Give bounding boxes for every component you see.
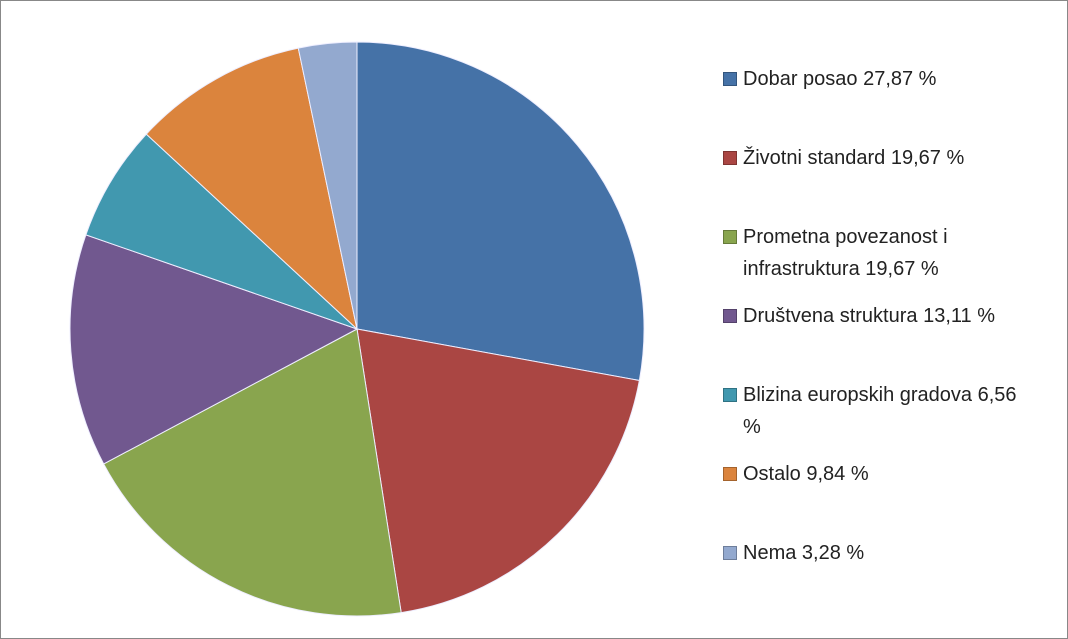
pie-slice [297, 41, 358, 330]
legend-label: Prometna povezanost i infrastruktura 19,… [743, 226, 948, 280]
pie-slice [145, 47, 358, 331]
legend-item: Blizina europskih gradova 6,56 % [723, 379, 1033, 443]
legend-item: Dobar posao 27,87 % [723, 63, 1033, 95]
legend-label: Blizina europskih gradova 6,56 % [743, 384, 1017, 438]
legend-swatch [723, 151, 737, 165]
legend-swatch [723, 230, 737, 244]
legend-item: Nema 3,28 % [723, 537, 1033, 569]
legend-item: Životni standard 19,67 % [723, 142, 1033, 174]
legend-item: Ostalo 9,84 % [723, 458, 1033, 490]
pie-slice [103, 328, 402, 617]
legend-swatch [723, 72, 737, 86]
legend-swatch [723, 309, 737, 323]
legend-label: Nema 3,28 % [743, 542, 865, 564]
pie-slice [85, 133, 358, 330]
legend-label: Dobar posao 27,87 % [743, 68, 937, 90]
legend-item: Društvena struktura 13,11 % [723, 300, 1033, 332]
legend-label: Društvena struktura 13,11 % [743, 305, 995, 327]
pie-area [69, 41, 645, 617]
legend-swatch [723, 388, 737, 402]
legend-swatch [723, 546, 737, 560]
pie-slice [69, 234, 359, 465]
pie-slice [356, 41, 645, 382]
pie-slice [356, 328, 640, 614]
legend-item: Prometna povezanost i infrastruktura 19,… [723, 221, 1033, 285]
legend-label: Životni standard 19,67 % [743, 147, 965, 169]
legend-label: Ostalo 9,84 % [743, 463, 869, 485]
legend-swatch [723, 467, 737, 481]
